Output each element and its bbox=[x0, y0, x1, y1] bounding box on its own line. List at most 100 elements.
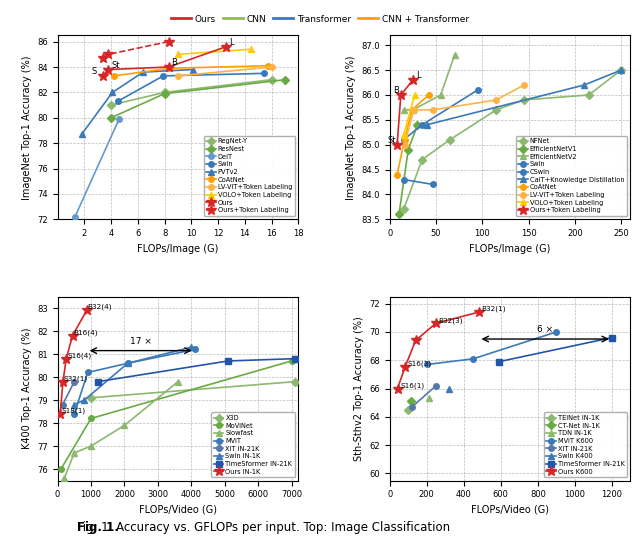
VOLO+Token Labeling bbox=[411, 92, 419, 98]
Ours+Token Labeling bbox=[409, 77, 417, 83]
Line: Slowfast: Slowfast bbox=[61, 379, 180, 481]
NFNet bbox=[520, 97, 528, 103]
Ours bbox=[104, 66, 112, 73]
NFNet bbox=[618, 67, 625, 73]
CoAtNet bbox=[425, 92, 433, 98]
MViT bbox=[84, 369, 92, 376]
TimeSformer IN-21K bbox=[495, 358, 503, 365]
Swin IN-1K bbox=[81, 397, 88, 403]
Text: Fig. 1.: Fig. 1. bbox=[77, 521, 123, 534]
PVTv2 bbox=[189, 66, 196, 73]
CaiT+Knowledge Distillation bbox=[580, 82, 588, 89]
Slowfast bbox=[174, 378, 182, 385]
MoViNet bbox=[288, 358, 296, 364]
Ours K600 bbox=[412, 337, 419, 344]
Line: CoAtNet: CoAtNet bbox=[394, 92, 431, 178]
CSwin bbox=[419, 122, 426, 128]
Line: PVTv2: PVTv2 bbox=[79, 67, 195, 137]
VOLO+Token Labeling bbox=[400, 131, 408, 138]
CoAtNet bbox=[264, 62, 271, 69]
Text: Fig. 1.: Fig. 1. bbox=[0, 542, 1, 543]
Text: Fig. 1. Accuracy vs. GFLOPs per input. Top: Image Classification: Fig. 1. Accuracy vs. GFLOPs per input. T… bbox=[77, 521, 450, 534]
Text: St: St bbox=[388, 136, 396, 144]
Text: S: S bbox=[91, 67, 96, 76]
Text: S18(1): S18(1) bbox=[61, 407, 85, 414]
Line: LV-ViT+Token Labeling: LV-ViT+Token Labeling bbox=[402, 82, 527, 148]
Ours+Token Labeling bbox=[104, 51, 112, 58]
CoAtNet bbox=[394, 171, 401, 178]
TimeSformer IN-21K bbox=[94, 378, 102, 385]
CoAtNet bbox=[110, 73, 118, 79]
Text: S32(1): S32(1) bbox=[64, 375, 88, 382]
Y-axis label: Sth-Sthv2 Top-1 Accuracy (%): Sth-Sthv2 Top-1 Accuracy (%) bbox=[354, 316, 364, 461]
Text: B16(4): B16(4) bbox=[74, 329, 98, 336]
Line: Ours K600: Ours K600 bbox=[393, 307, 483, 394]
X-axis label: FLOPs/Image (G): FLOPs/Image (G) bbox=[137, 244, 219, 254]
Line: TimeSformer IN-21K: TimeSformer IN-21K bbox=[95, 356, 298, 384]
Text: L: L bbox=[228, 39, 234, 47]
TimeSformer IN-21K bbox=[224, 358, 232, 364]
LV-ViT+Token Labeling bbox=[401, 141, 408, 148]
Line: VOLO+Token Labeling: VOLO+Token Labeling bbox=[175, 47, 254, 57]
Text: L: L bbox=[415, 71, 420, 80]
Slowfast bbox=[87, 443, 95, 449]
Line: Swin: Swin bbox=[401, 176, 436, 187]
Text: B: B bbox=[394, 86, 399, 95]
EfficientNetV2 bbox=[436, 92, 444, 98]
MViT K600 bbox=[469, 356, 477, 362]
Line: Swin: Swin bbox=[115, 71, 266, 104]
Line: ResNest: ResNest bbox=[108, 77, 287, 121]
CaiT+Knowledge Distillation bbox=[423, 122, 431, 128]
X-axis label: FLOPs/Video (G): FLOPs/Video (G) bbox=[471, 505, 549, 515]
XiT IN-21K bbox=[432, 382, 440, 389]
RegNet-Y bbox=[268, 77, 275, 83]
Ours IN-1K bbox=[56, 411, 64, 417]
Legend: NFNet, EfficientNetV1, EfficientNetV2, Swin, CSwin, CaiT+Knowledge Distillation,: NFNet, EfficientNetV1, EfficientNetV2, S… bbox=[516, 136, 627, 216]
XiT IN-21K bbox=[408, 403, 416, 410]
VOLO+Token Labeling bbox=[174, 51, 182, 58]
Text: B: B bbox=[172, 58, 177, 67]
NFNet bbox=[446, 136, 454, 143]
Swin bbox=[159, 73, 167, 79]
DeiT bbox=[115, 116, 123, 122]
LV-ViT+Token Labeling bbox=[268, 64, 275, 70]
MViT bbox=[124, 360, 132, 367]
Line: CSwin: CSwin bbox=[401, 87, 481, 142]
Text: B32(3): B32(3) bbox=[438, 317, 463, 324]
NFNet bbox=[585, 92, 593, 98]
Line: CaiT+Knowledge Distillation: CaiT+Knowledge Distillation bbox=[424, 67, 624, 128]
Line: EfficientNetV1: EfficientNetV1 bbox=[396, 122, 420, 217]
Y-axis label: ImageNet Top-1 Accuracy (%): ImageNet Top-1 Accuracy (%) bbox=[346, 55, 356, 199]
Line: VOLO+Token Labeling: VOLO+Token Labeling bbox=[401, 92, 417, 137]
Ours K600 bbox=[432, 320, 440, 327]
LV-ViT+Token Labeling bbox=[174, 73, 182, 79]
Line: MViT K600: MViT K600 bbox=[424, 329, 559, 367]
CSwin bbox=[474, 87, 481, 93]
XiT IN-21K bbox=[59, 401, 67, 408]
LV-ViT+Token Labeling bbox=[492, 97, 500, 103]
Line: MoViNet: MoViNet bbox=[58, 358, 294, 472]
MViT bbox=[70, 411, 78, 417]
CaiT+Knowledge Distillation bbox=[618, 67, 625, 73]
Line: MViT: MViT bbox=[72, 346, 197, 416]
EfficientNetV2 bbox=[400, 106, 408, 113]
Ours IN-1K bbox=[68, 332, 76, 339]
CoAtNet bbox=[408, 106, 416, 113]
Line: DeiT: DeiT bbox=[72, 116, 122, 219]
LV-ViT+Token Labeling bbox=[520, 82, 528, 89]
EfficientNetV1 bbox=[404, 147, 412, 153]
X-axis label: FLOPs/Video (G): FLOPs/Video (G) bbox=[139, 505, 217, 515]
Swin bbox=[400, 176, 408, 183]
Swin IN-1K bbox=[188, 344, 195, 350]
Legend: X3D, MoViNet, Slowfast, MViT, XiT IN-21K, Swin IN-1K, TimeSformer IN-21K, Ours I: X3D, MoViNet, Slowfast, MViT, XiT IN-21K… bbox=[211, 412, 295, 477]
Ours K600 bbox=[401, 364, 409, 370]
PVTv2 bbox=[140, 69, 147, 75]
Ours IN-1K bbox=[83, 307, 90, 314]
MViT K600 bbox=[552, 329, 560, 335]
Legend: TEINet IN-1K, CT-Net IN-1K, TDN IN-1K, MViT K600, XiT IN-21K, Swin K400, TimeSfo: TEINet IN-1K, CT-Net IN-1K, TDN IN-1K, M… bbox=[543, 412, 627, 477]
Legend: Ours, CNN, Transformer, CNN + Transformer: Ours, CNN, Transformer, CNN + Transforme… bbox=[168, 11, 472, 27]
EfficientNetV1 bbox=[413, 122, 421, 128]
Text: Fig. 1. Accuracy vs. GFLOPs per input. Top: Image Classification: Fig. 1. Accuracy vs. GFLOPs per input. T… bbox=[0, 542, 1, 543]
Line: Ours: Ours bbox=[98, 42, 231, 81]
NFNet bbox=[419, 156, 426, 163]
